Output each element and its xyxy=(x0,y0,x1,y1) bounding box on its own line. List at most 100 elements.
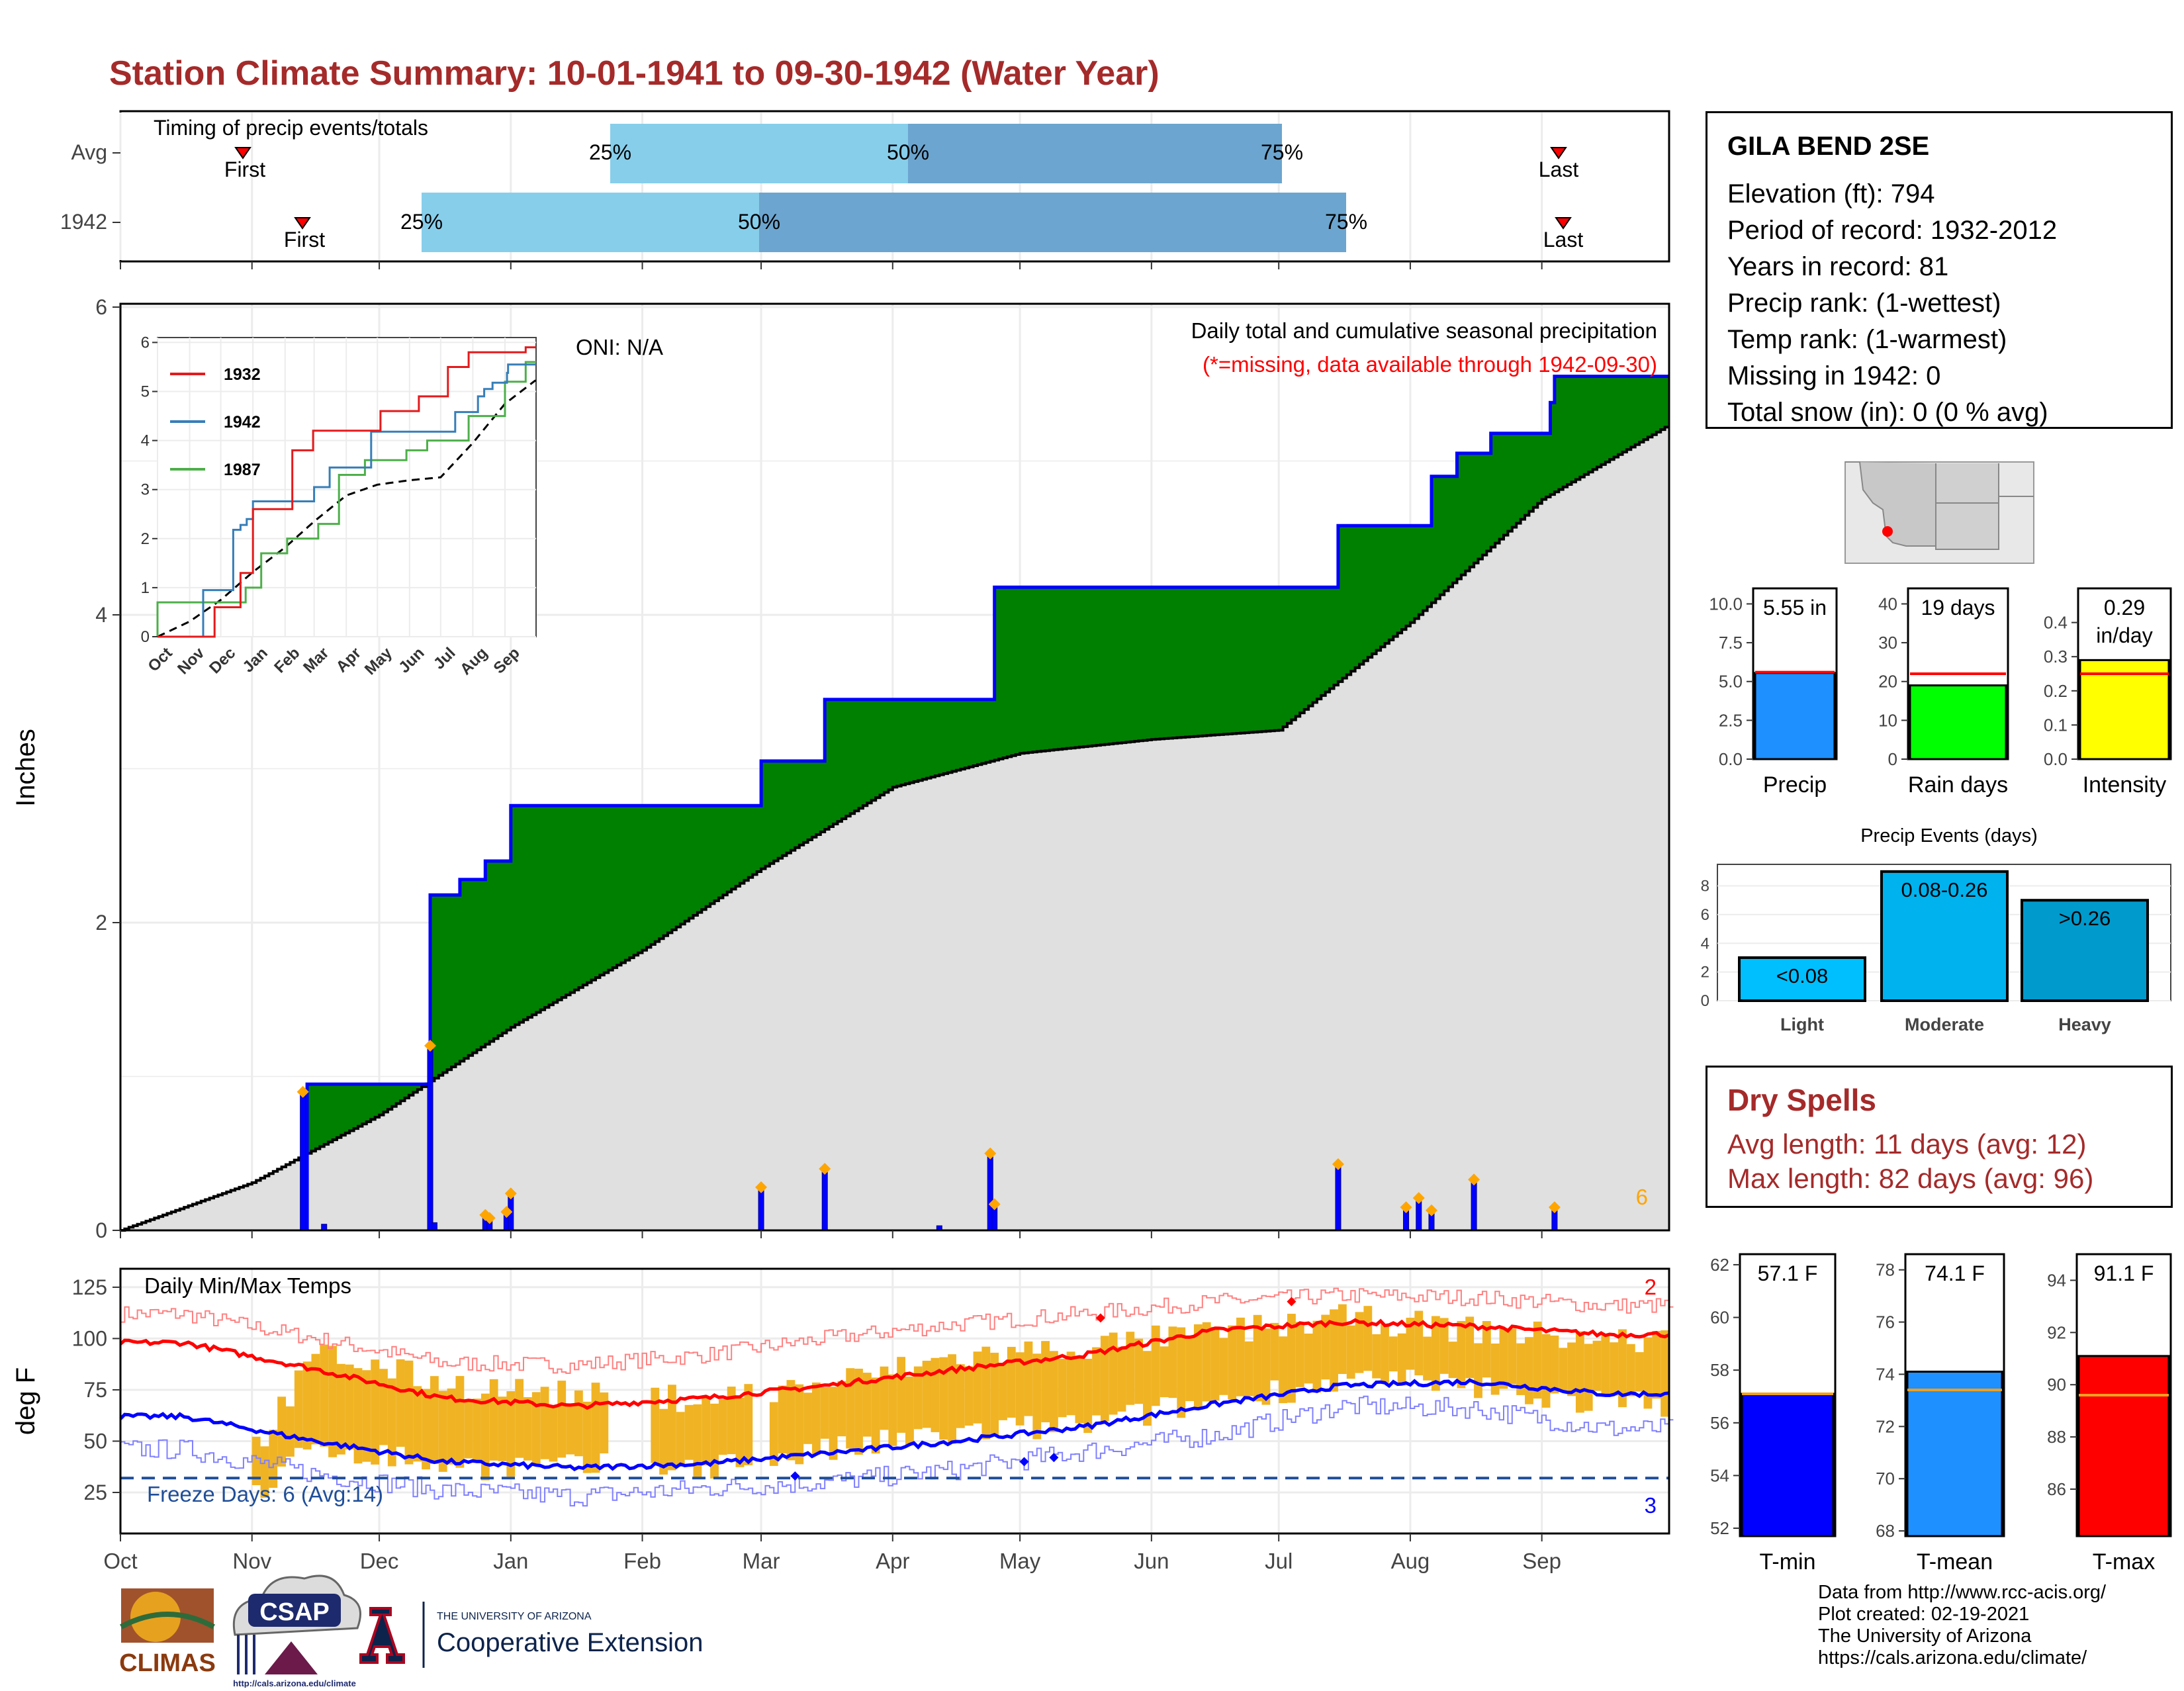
temp-range-bar xyxy=(1007,1347,1016,1418)
inset-line-1932 xyxy=(158,346,536,638)
temp-range-bar xyxy=(939,1357,948,1440)
temp-range-bar xyxy=(1592,1340,1602,1391)
temp-range-bar xyxy=(1219,1338,1228,1395)
temp-range-bar xyxy=(1474,1343,1482,1398)
temp-range-bar xyxy=(922,1360,931,1428)
temp-range-bar xyxy=(1388,1336,1398,1372)
events-range-label: 0.08-0.26 xyxy=(1901,878,1988,901)
stat-category-label: Intensity xyxy=(2083,772,2167,798)
temp-range-bar xyxy=(981,1346,991,1440)
temp-range-bar xyxy=(1584,1344,1593,1411)
temp-ytick-label: 100 xyxy=(72,1326,107,1350)
stat-ytick-label: 92 xyxy=(2047,1322,2066,1342)
temp-range-bar xyxy=(1457,1320,1466,1389)
ua-a-mark xyxy=(359,1607,405,1664)
temp-range-bar xyxy=(396,1359,405,1447)
temp-range-bar xyxy=(693,1404,702,1479)
temp-range-bar xyxy=(311,1353,320,1445)
avg-first-marker xyxy=(234,147,251,160)
inset-ytick-label: 2 xyxy=(141,530,150,548)
precip-subtitle: Daily total and cumulative seasonal prec… xyxy=(1191,318,1657,343)
temp-range-bar xyxy=(251,1436,261,1485)
events-bar xyxy=(2021,899,2149,1003)
temp-range-bar xyxy=(1372,1334,1381,1379)
stat-value-label: 5.55 in xyxy=(1763,596,1827,619)
daily-precip-marker xyxy=(1412,1192,1425,1205)
temp-range-bar xyxy=(1015,1352,1024,1426)
precip-frame xyxy=(119,302,1670,1232)
avg-min-line xyxy=(119,1378,1670,1472)
temp-range-bar xyxy=(1041,1341,1050,1422)
avg-50-label: 50% xyxy=(887,140,929,164)
temp-bar-panels: 52 54 56 58 60 62 57.1 F T-min 68 70 72 74 76 78 74.1 … xyxy=(1710,1253,2172,1575)
climas-swoosh xyxy=(120,1612,215,1629)
daily-precip-marker xyxy=(1548,1201,1561,1214)
stat-ytick-label: 0.0 xyxy=(1719,749,1743,769)
daily-precip-bar xyxy=(821,1168,828,1231)
freeze-label: Freeze Days: 6 (Avg:14) xyxy=(147,1482,383,1506)
temp-range-bar xyxy=(897,1357,906,1433)
inset-line-1942 xyxy=(158,363,536,638)
yr-last-marker xyxy=(1555,217,1572,230)
temp-range-bar xyxy=(1304,1333,1313,1384)
temp-range-bar xyxy=(1338,1304,1347,1375)
stat-ytick-label: 54 xyxy=(1710,1465,1729,1485)
stat-panel-precip: 0.0 2.5 5.0 7.5 10.0 5.55 in Precip xyxy=(1709,587,1838,798)
stat-bar xyxy=(1741,1393,1835,1537)
inset-series xyxy=(156,346,536,638)
avg-75-label: 75% xyxy=(1261,140,1303,164)
temp-range-bar xyxy=(531,1392,541,1466)
temp-range-bar xyxy=(913,1366,923,1430)
daily-precip-marker xyxy=(984,1147,997,1160)
events-bar xyxy=(1880,870,2009,1003)
temp-range-bar xyxy=(557,1381,567,1458)
temp-range-bar xyxy=(973,1351,982,1424)
events-ytick-label: 8 xyxy=(1701,878,1709,895)
dry-spells-avg: Avg length: 11 days (avg: 12) xyxy=(1727,1128,2087,1160)
temp-range-bar xyxy=(1346,1325,1355,1379)
events-title: Precip Events (days) xyxy=(1860,825,2038,846)
temp-range-bar xyxy=(735,1397,745,1467)
temp-range-bar xyxy=(1330,1309,1338,1392)
temp-range-bar xyxy=(336,1363,345,1455)
stat-bar xyxy=(1906,1371,2003,1537)
inset-ytick-label: 4 xyxy=(141,432,150,450)
temp-range-bar xyxy=(702,1397,711,1466)
station-period: Period of record: 1932-2012 xyxy=(1727,216,2058,245)
map-state-border xyxy=(1845,461,1936,547)
record-marker xyxy=(1287,1297,1297,1306)
temp-ytick-label: 25 xyxy=(83,1481,107,1504)
stat-ytick-label: 78 xyxy=(1876,1260,1895,1280)
temp-month-label: Nov xyxy=(232,1549,271,1573)
average-cumulative-area xyxy=(120,427,1669,1230)
station-snow: Total snow (in): 0 (0 % avg) xyxy=(1727,398,2048,427)
hot-count: 2 xyxy=(1645,1275,1657,1299)
daily-precip-marker xyxy=(1332,1158,1344,1171)
temp-range-bar xyxy=(820,1387,829,1439)
daily-precip-marker xyxy=(819,1163,831,1175)
temp-range-bar xyxy=(1448,1342,1457,1379)
stat-ytick-label: 72 xyxy=(1876,1416,1895,1436)
temp-range-bar xyxy=(778,1385,787,1453)
temp-range-bar xyxy=(353,1368,363,1464)
avg-last-label: Last xyxy=(1539,158,1579,181)
temp-range-bar xyxy=(591,1383,600,1473)
temp-range-bar xyxy=(948,1354,956,1444)
daily-precip-marker xyxy=(1400,1201,1412,1214)
yr-last-label: Last xyxy=(1543,228,1584,251)
daily-precip-marker xyxy=(424,1040,436,1052)
temp-range-bar xyxy=(379,1369,388,1445)
locator-map xyxy=(1844,461,2034,564)
inset-legend-label: 1942 xyxy=(224,413,261,432)
cold-count: 3 xyxy=(1645,1493,1657,1518)
temp-range-bar xyxy=(422,1389,430,1470)
events-category-label: Moderate xyxy=(1905,1015,1984,1034)
stat-bar xyxy=(2077,1355,2170,1537)
temp-range-bar xyxy=(515,1379,524,1458)
stat-bar-panels: 0.0 2.5 5.0 7.5 10.0 5.55 in Precip 0 10 20 30 40 19… xyxy=(1709,587,2172,798)
temp-range-bar xyxy=(1575,1331,1584,1413)
temp-range-bar xyxy=(710,1403,719,1479)
precip-y-axis: 0 2 4 6 xyxy=(95,295,1543,1242)
stat-value-label: 57.1 F xyxy=(1758,1261,1818,1285)
temp-range-bar xyxy=(999,1363,1007,1420)
